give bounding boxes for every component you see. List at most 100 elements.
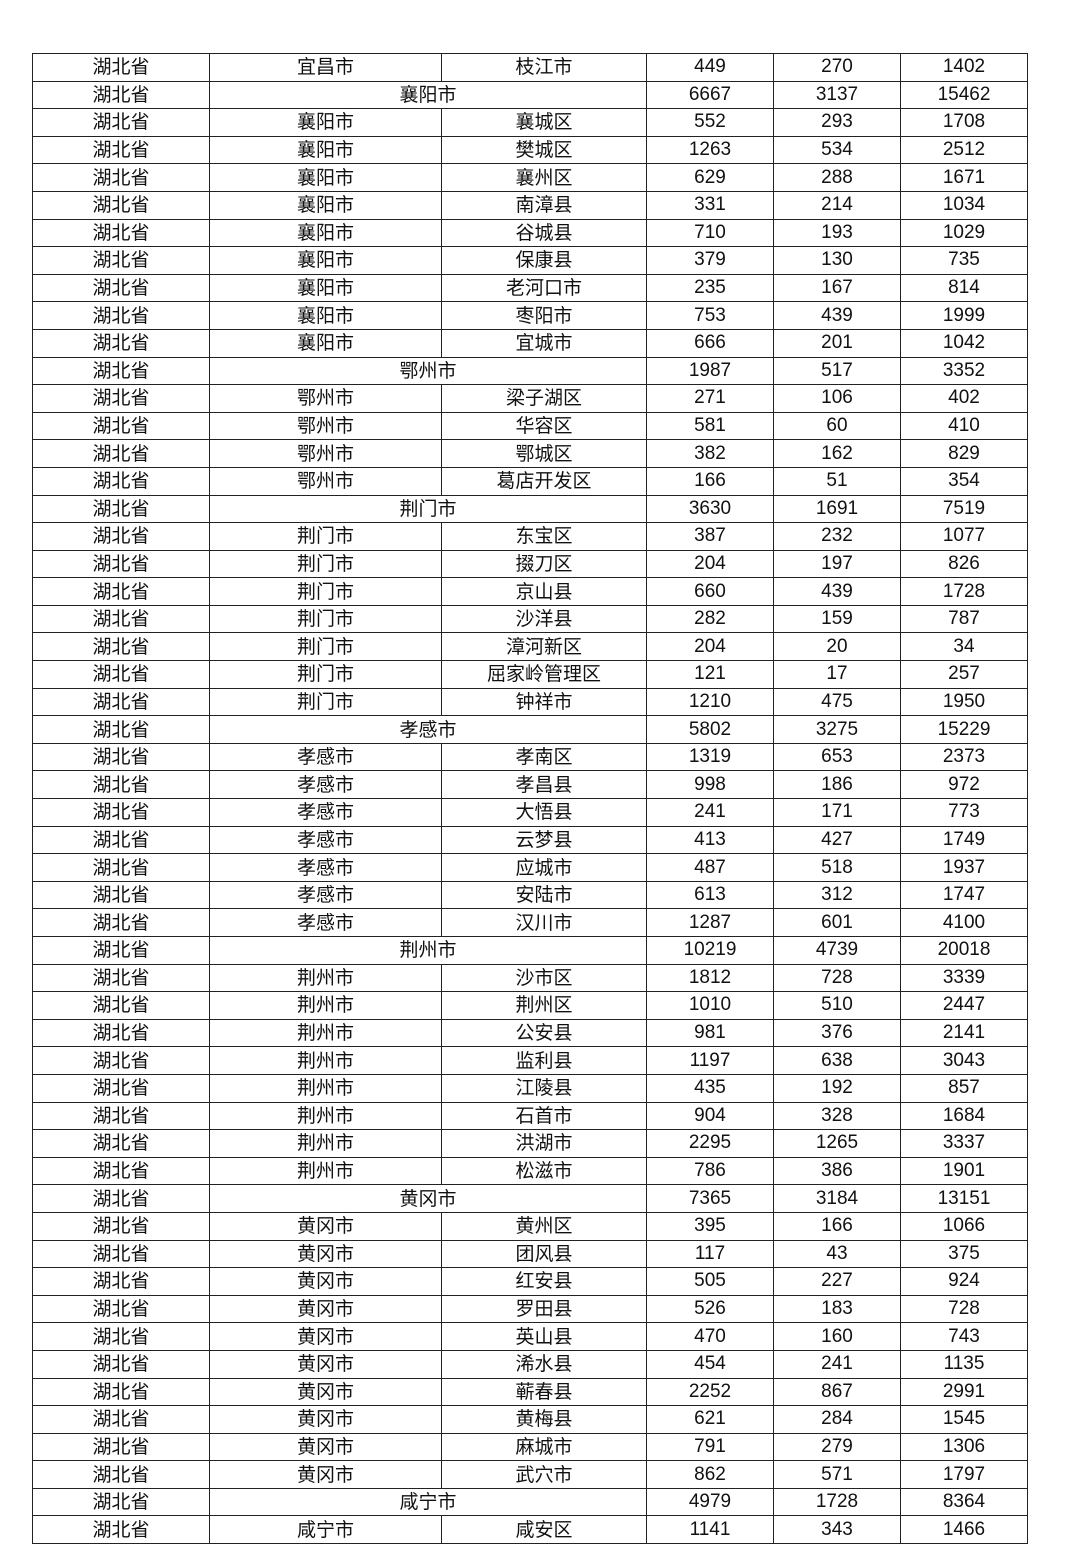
value-cell-2: 638 — [773, 1046, 901, 1075]
city-cell: 荆门市 — [209, 549, 442, 579]
district-cell: 梁子湖区 — [441, 384, 647, 413]
table-row: 湖北省 襄阳市 谷城县 710 193 1029 — [32, 218, 1028, 248]
value-cell-3: 924 — [900, 1267, 1028, 1296]
city-cell: 黄冈市 — [209, 1405, 442, 1434]
value-cell-3: 257 — [900, 660, 1028, 689]
value-cell-3: 1029 — [900, 218, 1028, 248]
province-cell: 湖北省 — [32, 439, 210, 468]
value-cell-1: 786 — [646, 1156, 774, 1186]
value-cell-3: 354 — [900, 466, 1028, 496]
data-table: 湖北省 宜昌市 枝江市 449 270 1402 湖北省 襄阳市 6667 3137 15462 湖北… — [32, 53, 1028, 1544]
city-cell: 孝感市 — [209, 770, 442, 800]
value-cell-1: 552 — [646, 108, 774, 137]
value-cell-2: 376 — [773, 1018, 901, 1048]
city-cell: 鄂州市 — [209, 411, 442, 441]
table-row: 湖北省 襄阳市 襄州区 629 288 1671 — [32, 163, 1028, 192]
city-cell: 襄阳市 — [209, 328, 442, 358]
value-cell-2: 4739 — [773, 936, 901, 965]
value-cell-3: 15229 — [900, 715, 1028, 744]
value-cell-2: 193 — [773, 218, 901, 248]
province-cell: 湖北省 — [32, 1349, 210, 1379]
district-cell: 大悟县 — [441, 798, 647, 827]
value-cell-3: 773 — [900, 798, 1028, 827]
value-cell-3: 1042 — [900, 328, 1028, 358]
province-cell: 湖北省 — [32, 853, 210, 882]
value-cell-3: 1684 — [900, 1101, 1028, 1131]
city-cell: 孝感市 — [209, 798, 442, 827]
value-cell-3: 1402 — [900, 53, 1028, 82]
value-cell-2: 293 — [773, 108, 901, 137]
table-row: 湖北省 孝感市 应城市 487 518 1937 — [32, 853, 1028, 882]
value-cell-1: 449 — [646, 53, 774, 82]
value-cell-3: 829 — [900, 439, 1028, 468]
value-cell-2: 192 — [773, 1073, 901, 1103]
value-cell-1: 10219 — [646, 936, 774, 965]
value-cell-1: 454 — [646, 1349, 774, 1379]
value-cell-1: 121 — [646, 660, 774, 689]
district-cell: 漳河新区 — [441, 632, 647, 662]
district-cell: 沙洋县 — [441, 604, 647, 634]
district-cell: 公安县 — [441, 1018, 647, 1048]
value-cell-2: 518 — [773, 853, 901, 882]
value-cell-1: 998 — [646, 770, 774, 800]
district-cell: 葛店开发区 — [441, 466, 647, 496]
district-cell: 老河口市 — [441, 273, 647, 303]
value-cell-2: 279 — [773, 1432, 901, 1462]
city-summary-row: 湖北省 黄冈市 7365 3184 13151 — [32, 1184, 1028, 1213]
district-cell: 黄梅县 — [441, 1405, 647, 1434]
city-cell: 荆州市 — [209, 1101, 442, 1131]
province-cell: 湖北省 — [32, 660, 210, 689]
value-cell-1: 470 — [646, 1322, 774, 1351]
city-cell: 襄阳市 — [209, 80, 647, 110]
province-cell: 湖北省 — [32, 494, 210, 524]
value-cell-2: 232 — [773, 522, 901, 551]
value-cell-2: 241 — [773, 1349, 901, 1379]
value-cell-3: 814 — [900, 273, 1028, 303]
district-cell: 南漳县 — [441, 190, 647, 220]
city-cell: 襄阳市 — [209, 301, 442, 330]
city-summary-row: 湖北省 孝感市 5802 3275 15229 — [32, 715, 1028, 744]
value-cell-2: 159 — [773, 604, 901, 634]
table-row: 湖北省 襄阳市 樊城区 1263 534 2512 — [32, 135, 1028, 165]
district-cell: 安陆市 — [441, 880, 647, 910]
value-cell-2: 653 — [773, 742, 901, 772]
province-cell: 湖北省 — [32, 273, 210, 303]
value-cell-1: 166 — [646, 466, 774, 496]
province-cell: 湖北省 — [32, 411, 210, 441]
value-cell-2: 43 — [773, 1239, 901, 1269]
province-cell: 湖北省 — [32, 1239, 210, 1269]
table-row: 湖北省 襄阳市 枣阳市 753 439 1999 — [32, 301, 1028, 330]
city-cell: 黄冈市 — [209, 1460, 442, 1489]
value-cell-3: 1671 — [900, 163, 1028, 192]
district-cell: 华容区 — [441, 411, 647, 441]
province-cell: 湖北省 — [32, 770, 210, 800]
value-cell-1: 1210 — [646, 687, 774, 717]
value-cell-3: 1999 — [900, 301, 1028, 330]
city-cell: 荆州市 — [209, 963, 442, 993]
district-cell: 监利县 — [441, 1046, 647, 1075]
table-body: 湖北省 宜昌市 枝江市 449 270 1402 湖北省 襄阳市 6667 3137 15462 湖北… — [32, 53, 1028, 1544]
value-cell-2: 1691 — [773, 494, 901, 524]
value-cell-3: 1306 — [900, 1432, 1028, 1462]
city-cell: 黄冈市 — [209, 1377, 442, 1407]
value-cell-1: 1263 — [646, 135, 774, 165]
value-cell-2: 183 — [773, 1294, 901, 1324]
province-cell: 湖北省 — [32, 1267, 210, 1296]
table-row: 湖北省 黄冈市 蕲春县 2252 867 2991 — [32, 1377, 1028, 1407]
district-cell: 石首市 — [441, 1101, 647, 1131]
city-cell: 宜昌市 — [209, 53, 442, 82]
table-row: 湖北省 荆门市 钟祥市 1210 475 1950 — [32, 687, 1028, 717]
value-cell-2: 439 — [773, 577, 901, 606]
value-cell-2: 284 — [773, 1405, 901, 1434]
value-cell-2: 201 — [773, 328, 901, 358]
table-row: 湖北省 孝感市 孝昌县 998 186 972 — [32, 770, 1028, 800]
value-cell-3: 826 — [900, 549, 1028, 579]
value-cell-1: 660 — [646, 577, 774, 606]
value-cell-3: 2141 — [900, 1018, 1028, 1048]
province-cell: 湖北省 — [32, 1294, 210, 1324]
value-cell-2: 510 — [773, 991, 901, 1020]
district-cell: 英山县 — [441, 1322, 647, 1351]
value-cell-3: 1545 — [900, 1405, 1028, 1434]
value-cell-2: 197 — [773, 549, 901, 579]
province-cell: 湖北省 — [32, 1018, 210, 1048]
